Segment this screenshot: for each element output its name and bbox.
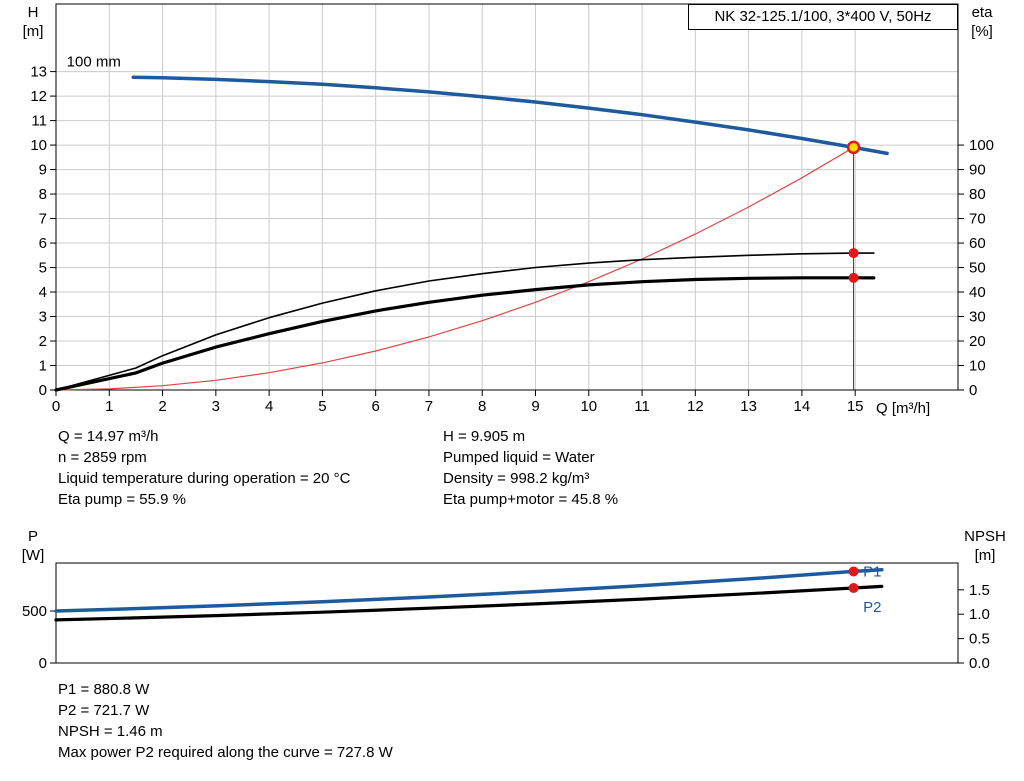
p2-value: P2 = 721.7 W bbox=[58, 702, 150, 719]
power-npsh-chart: 0 500 0.0 0.5 1.0 1.5 P1 P2 bbox=[22, 562, 990, 672]
svg-text:P2: P2 bbox=[863, 599, 881, 616]
svg-text:100 mm: 100 mm bbox=[67, 54, 121, 71]
eta-pump-motor-curve bbox=[54, 276, 876, 392]
svg-text:80: 80 bbox=[969, 186, 986, 203]
eta-pump-point bbox=[848, 248, 859, 259]
power-data-block: P1 = 880.8 W P2 = 721.7 W NPSH = 1.46 m … bbox=[58, 679, 393, 763]
svg-text:1.0: 1.0 bbox=[969, 606, 990, 623]
svg-text:14: 14 bbox=[794, 398, 811, 415]
svg-text:4: 4 bbox=[265, 398, 273, 415]
duty-point bbox=[846, 140, 861, 155]
svg-text:70: 70 bbox=[969, 211, 986, 228]
npsh-value: NPSH = 1.46 m bbox=[58, 723, 163, 740]
plot-border bbox=[55, 3, 959, 391]
svg-text:10: 10 bbox=[969, 358, 986, 375]
p2-point bbox=[848, 582, 859, 593]
svg-text:7: 7 bbox=[39, 211, 47, 228]
svg-text:0.5: 0.5 bbox=[969, 631, 990, 648]
npsh-axis-label: NPSH [m] bbox=[954, 527, 1016, 565]
p1-curve bbox=[54, 568, 884, 613]
svg-text:12: 12 bbox=[30, 88, 47, 105]
svg-text:12: 12 bbox=[687, 398, 704, 415]
svg-text:4: 4 bbox=[39, 284, 47, 301]
svg-text:0.0: 0.0 bbox=[969, 655, 990, 672]
svg-text:10: 10 bbox=[30, 137, 47, 154]
eta-pump-motor-point bbox=[848, 272, 859, 283]
pump-curve-100mm bbox=[131, 75, 889, 156]
svg-text:1.5: 1.5 bbox=[969, 582, 990, 599]
svg-text:2: 2 bbox=[39, 333, 47, 350]
svg-text:90: 90 bbox=[969, 162, 986, 179]
power-axis-unit: [W] bbox=[21, 547, 45, 564]
plot-border bbox=[55, 562, 959, 664]
svg-text:10: 10 bbox=[580, 398, 597, 415]
head-axis-name: H bbox=[27, 4, 39, 21]
liquid-temperature-value: Liquid temperature during operation = 20… bbox=[58, 470, 351, 487]
svg-text:0: 0 bbox=[969, 382, 977, 399]
svg-text:9: 9 bbox=[39, 162, 47, 179]
p1-value: P1 = 880.8 W bbox=[58, 681, 150, 698]
svg-text:15: 15 bbox=[847, 398, 864, 415]
power-axis-name: P bbox=[27, 528, 38, 545]
flow-axis-label: Q [m³/h] bbox=[876, 400, 931, 417]
svg-text:60: 60 bbox=[969, 235, 986, 252]
operating-data-right: H = 9.905 m Pumped liquid = Water Densit… bbox=[443, 426, 618, 510]
svg-text:20: 20 bbox=[969, 333, 986, 350]
density-value: Density = 998.2 kg/m³ bbox=[443, 470, 590, 487]
p2-curve bbox=[54, 584, 884, 622]
svg-text:5: 5 bbox=[318, 398, 326, 415]
svg-text:11: 11 bbox=[634, 398, 650, 415]
svg-text:9: 9 bbox=[531, 398, 539, 415]
max-power-note: Max power P2 required along the curve = … bbox=[58, 744, 393, 761]
flow-value: Q = 14.97 m³/h bbox=[58, 428, 159, 445]
system-curve bbox=[55, 146, 855, 391]
svg-text:1: 1 bbox=[39, 358, 47, 375]
eta-axis-unit: [%] bbox=[971, 23, 993, 40]
svg-text:5: 5 bbox=[39, 260, 47, 277]
eta-pump-motor-value: Eta pump+motor = 45.8 % bbox=[443, 491, 619, 508]
pump-title-box: NK 32-125.1/100, 3*400 V, 50Hz bbox=[688, 4, 958, 30]
eta-pump-value: Eta pump = 55.9 % bbox=[58, 491, 186, 508]
svg-text:2: 2 bbox=[158, 398, 166, 415]
eta-pump-curve bbox=[55, 252, 875, 391]
svg-text:0: 0 bbox=[39, 382, 47, 399]
eta-axis-label: eta [%] bbox=[960, 3, 1004, 41]
svg-text:50: 50 bbox=[969, 260, 986, 277]
npsh-axis-unit: [m] bbox=[974, 547, 996, 564]
head-axis-label: H [m] bbox=[14, 3, 52, 41]
power-axis-label: P [W] bbox=[14, 527, 52, 565]
svg-text:11: 11 bbox=[31, 113, 47, 130]
pumped-liquid-value: Pumped liquid = Water bbox=[443, 449, 595, 466]
svg-text:500: 500 bbox=[22, 603, 47, 620]
svg-text:13: 13 bbox=[30, 64, 47, 81]
svg-text:13: 13 bbox=[740, 398, 757, 415]
svg-text:3: 3 bbox=[212, 398, 220, 415]
svg-text:8: 8 bbox=[478, 398, 486, 415]
speed-value: n = 2859 rpm bbox=[58, 449, 147, 466]
qh-eta-chart: 0 1 2 3 4 5 6 7 8 9 10 11 12 13 14 15012345678910111213… bbox=[30, 3, 994, 415]
head-axis-unit: [m] bbox=[22, 23, 44, 40]
head-value: H = 9.905 m bbox=[443, 428, 526, 445]
svg-text:8: 8 bbox=[39, 186, 47, 203]
svg-text:100: 100 bbox=[969, 137, 994, 154]
operating-data-left: Q = 14.97 m³/h n = 2859 rpm Liquid tempe… bbox=[58, 426, 350, 510]
p1-point bbox=[848, 566, 859, 577]
svg-text:6: 6 bbox=[39, 235, 47, 252]
npsh-axis-name: NPSH bbox=[964, 528, 1006, 545]
svg-text:0: 0 bbox=[52, 398, 60, 415]
svg-text:6: 6 bbox=[371, 398, 379, 415]
svg-text:0: 0 bbox=[39, 655, 47, 672]
svg-text:3: 3 bbox=[39, 309, 47, 326]
svg-text:1: 1 bbox=[105, 398, 113, 415]
svg-text:30: 30 bbox=[969, 309, 986, 326]
eta-axis-name: eta bbox=[971, 4, 993, 21]
svg-text:7: 7 bbox=[425, 398, 433, 415]
svg-text:40: 40 bbox=[969, 284, 986, 301]
svg-text:P1: P1 bbox=[863, 564, 881, 581]
